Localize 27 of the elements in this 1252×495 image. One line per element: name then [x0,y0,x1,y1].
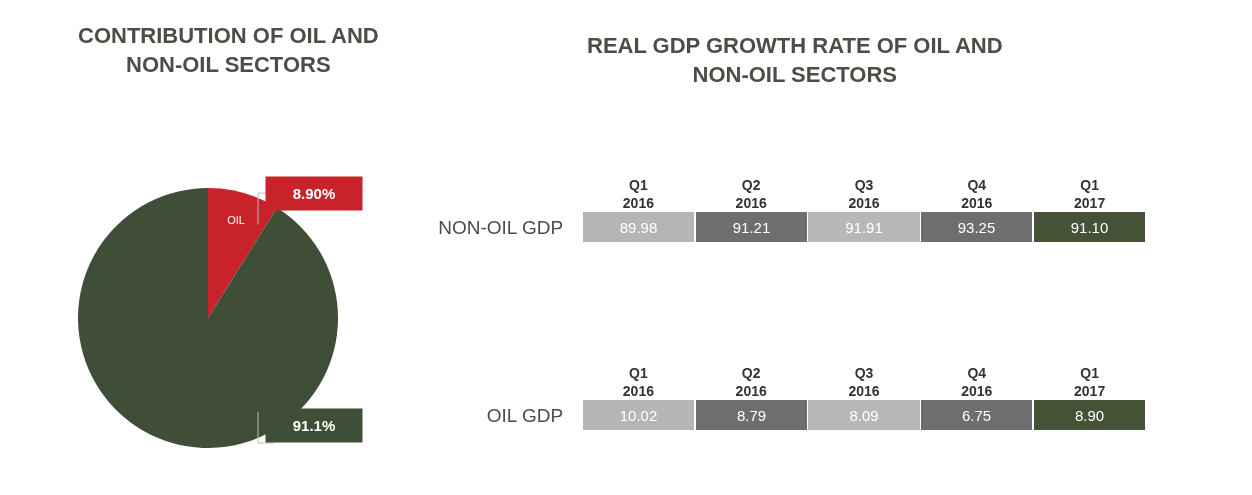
x-tick-label: Q4 2016 [961,177,993,212]
data-label: 8.09 [849,406,879,424]
x-tick-label: Q3 2016 [848,177,880,212]
data-label: 8.90% [292,185,336,202]
data-label: 93.25 [957,218,996,236]
data-label: 91.91 [845,218,883,236]
data-label: 10.02 [619,406,658,424]
slice-label: OIL [227,214,245,227]
x-tick-label: Q2 2016 [735,365,767,400]
x-tick-label: Q1 2017 [1074,177,1106,212]
data-label: 91.10 [1070,218,1109,236]
x-tick-label: Q1 2017 [1074,365,1106,400]
data-label: 91.1% [292,417,336,434]
y-tick-label: NON-OIL GDP [438,216,564,238]
chart-title: REAL GDP GROWTH RATE OF OIL AND NON-OIL SECTORS [587,33,1003,87]
x-tick-label: Q3 2016 [848,365,880,400]
x-tick-label: Q2 2016 [735,177,767,212]
data-label: 8.79 [736,406,767,424]
data-label: 8.90 [1074,406,1105,424]
data-label: 6.75 [961,406,992,424]
data-label: 89.98 [619,218,658,236]
x-tick-label: Q1 2016 [622,365,655,400]
y-tick-label: OIL GDP [486,404,564,426]
x-tick-label: Q4 2016 [961,365,993,400]
x-tick-label: Q1 2016 [622,177,655,212]
data-label: 91.21 [732,218,771,236]
chart-title: CONTRIBUTION OF OIL AND NON-OIL SECTORS [78,23,379,77]
